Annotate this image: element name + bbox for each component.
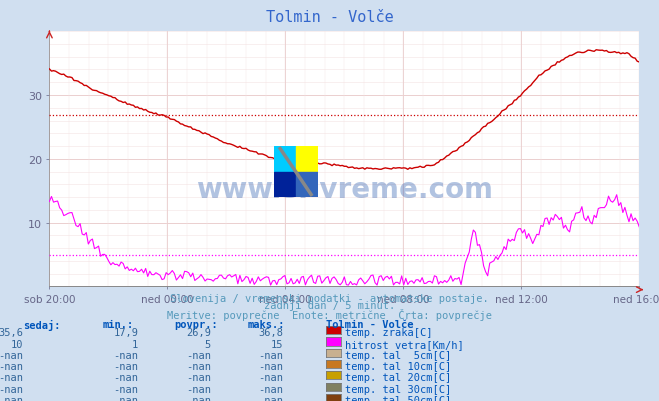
Polygon shape	[273, 172, 296, 198]
Text: Tolmin - Volče: Tolmin - Volče	[326, 319, 414, 329]
Text: 17,9: 17,9	[113, 328, 138, 338]
Text: -nan: -nan	[186, 373, 211, 383]
Text: -nan: -nan	[258, 384, 283, 394]
Text: -nan: -nan	[0, 361, 23, 371]
Text: -nan: -nan	[186, 350, 211, 360]
Polygon shape	[296, 147, 318, 172]
Text: Meritve: povprečne  Enote: metrične  Črta: povprečje: Meritve: povprečne Enote: metrične Črta:…	[167, 308, 492, 320]
Text: -nan: -nan	[0, 350, 23, 360]
Text: -nan: -nan	[186, 384, 211, 394]
Text: Slovenija / vremenski podatki - avtomatske postaje.: Slovenija / vremenski podatki - avtomats…	[170, 294, 489, 304]
Text: temp. tal  5cm[C]: temp. tal 5cm[C]	[345, 350, 451, 360]
Text: -nan: -nan	[258, 350, 283, 360]
Text: -nan: -nan	[113, 350, 138, 360]
Text: zadnji dan / 5 minut.: zadnji dan / 5 minut.	[264, 301, 395, 311]
Text: -nan: -nan	[0, 395, 23, 401]
Text: 5: 5	[205, 339, 211, 349]
Text: -nan: -nan	[113, 373, 138, 383]
Text: temp. tal 10cm[C]: temp. tal 10cm[C]	[345, 361, 451, 371]
Text: 35,6: 35,6	[0, 328, 23, 338]
Text: -nan: -nan	[258, 361, 283, 371]
Text: 1: 1	[132, 339, 138, 349]
Polygon shape	[296, 172, 318, 198]
Text: -nan: -nan	[113, 361, 138, 371]
Text: 26,9: 26,9	[186, 328, 211, 338]
Text: -nan: -nan	[258, 373, 283, 383]
Text: sedaj:: sedaj:	[23, 319, 61, 330]
Text: 15: 15	[271, 339, 283, 349]
Text: min.:: min.:	[102, 319, 133, 329]
Text: -nan: -nan	[113, 384, 138, 394]
Text: -nan: -nan	[0, 373, 23, 383]
Text: Tolmin - Volče: Tolmin - Volče	[266, 10, 393, 25]
Text: temp. tal 30cm[C]: temp. tal 30cm[C]	[345, 384, 451, 394]
Text: maks.:: maks.:	[247, 319, 285, 329]
Text: 10: 10	[11, 339, 23, 349]
Text: www.si-vreme.com: www.si-vreme.com	[196, 176, 493, 204]
Text: 36,8: 36,8	[258, 328, 283, 338]
Text: -nan: -nan	[0, 384, 23, 394]
Text: -nan: -nan	[186, 361, 211, 371]
Text: -nan: -nan	[113, 395, 138, 401]
Text: -nan: -nan	[186, 395, 211, 401]
Text: temp. tal 20cm[C]: temp. tal 20cm[C]	[345, 373, 451, 383]
Text: temp. tal 50cm[C]: temp. tal 50cm[C]	[345, 395, 451, 401]
Text: -nan: -nan	[258, 395, 283, 401]
Text: temp. zraka[C]: temp. zraka[C]	[345, 328, 432, 338]
Text: hitrost vetra[Km/h]: hitrost vetra[Km/h]	[345, 339, 463, 349]
Text: povpr.:: povpr.:	[175, 319, 218, 329]
Polygon shape	[273, 147, 296, 172]
